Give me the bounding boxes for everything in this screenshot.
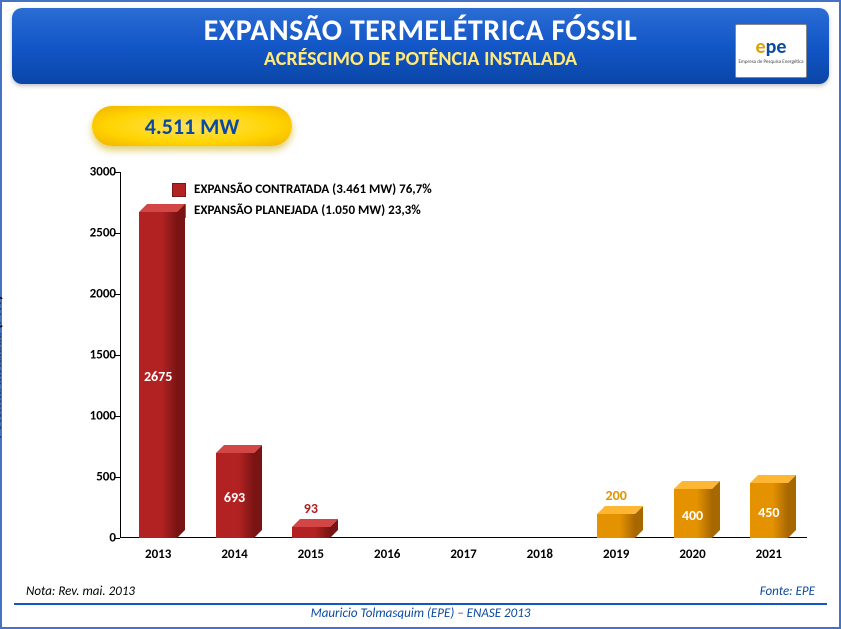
x-tick-label: 2014 bbox=[221, 547, 247, 562]
bar-top bbox=[216, 445, 262, 453]
x-tick-label: 2018 bbox=[527, 547, 553, 562]
bar-front bbox=[292, 527, 330, 538]
x-tick-label: 2015 bbox=[298, 547, 324, 562]
title-subtitle: ACRÉSCIMO DE POTÊNCIA INSTALADA bbox=[12, 47, 829, 71]
bar-top bbox=[750, 475, 796, 483]
bar-top bbox=[292, 519, 338, 527]
footer-rule bbox=[14, 603, 827, 605]
slide: EXPANSÃO TERMELÉTRICA FÓSSIL ACRÉSCIMO D… bbox=[0, 0, 841, 629]
footer-text: Mauricio Tolmasquim (EPE) – ENASE 2013 bbox=[2, 606, 839, 621]
bar: 2675 bbox=[139, 212, 177, 538]
y-axis bbox=[120, 172, 121, 538]
bar-chart: 0 500 1000 1500 2000 2500 3000 2013 2675 2014 693 2… bbox=[52, 162, 817, 572]
bar: 93 bbox=[292, 527, 330, 538]
title-bar: EXPANSÃO TERMELÉTRICA FÓSSIL ACRÉSCIMO D… bbox=[12, 8, 829, 84]
logo: epe Empresa de Pesquisa Energética bbox=[735, 24, 807, 78]
bar-side bbox=[788, 475, 796, 538]
logo-tagline: Empresa de Pesquisa Energética bbox=[738, 59, 803, 65]
bar-front bbox=[597, 514, 635, 538]
y-tick-label: 2500 bbox=[56, 226, 116, 241]
bar-side bbox=[177, 204, 185, 538]
x-tick-label: 2017 bbox=[450, 547, 476, 562]
total-badge-text: 4.511 MW bbox=[145, 113, 240, 140]
note-source: Fonte: EPE bbox=[760, 584, 815, 599]
y-tick-label: 2000 bbox=[56, 287, 116, 302]
bar-top bbox=[597, 506, 643, 514]
bar-top bbox=[674, 481, 720, 489]
bar-side bbox=[712, 481, 720, 538]
bar-value-label: 450 bbox=[750, 504, 788, 521]
x-tick-label: 2020 bbox=[679, 547, 705, 562]
bar-side bbox=[254, 445, 262, 538]
bar: 450 bbox=[750, 483, 788, 538]
x-tick-label: 2021 bbox=[756, 547, 782, 562]
plot-area: 0500100015002000250030002013267520146932… bbox=[120, 172, 807, 538]
note-revision: Nota: Rev. mai. 2013 bbox=[26, 584, 135, 599]
y-tick-label: 3000 bbox=[56, 165, 116, 180]
bar: 693 bbox=[216, 453, 254, 538]
total-badge: 4.511 MW bbox=[92, 106, 292, 146]
bar-value-label: 693 bbox=[216, 489, 254, 506]
x-tick-label: 2016 bbox=[374, 547, 400, 562]
bar-top bbox=[139, 204, 185, 212]
y-axis-title: Potência Instalada (MW) bbox=[0, 295, 5, 438]
bar-value-label: 200 bbox=[597, 487, 635, 504]
y-tick-label: 1000 bbox=[56, 409, 116, 424]
bar-value-label: 2675 bbox=[139, 368, 177, 385]
bar-value-label: 93 bbox=[292, 500, 330, 517]
x-tick-label: 2019 bbox=[603, 547, 629, 562]
x-tick-label: 2013 bbox=[145, 547, 171, 562]
bar: 200 bbox=[597, 514, 635, 538]
y-tick-label: 1500 bbox=[56, 348, 116, 363]
bar-value-label: 400 bbox=[674, 507, 712, 524]
logo-text: epe bbox=[756, 37, 787, 57]
y-tick-label: 500 bbox=[56, 470, 116, 485]
y-tick-label: 0 bbox=[56, 531, 116, 546]
title-main: EXPANSÃO TERMELÉTRICA FÓSSIL bbox=[12, 12, 829, 49]
bar: 400 bbox=[674, 489, 712, 538]
